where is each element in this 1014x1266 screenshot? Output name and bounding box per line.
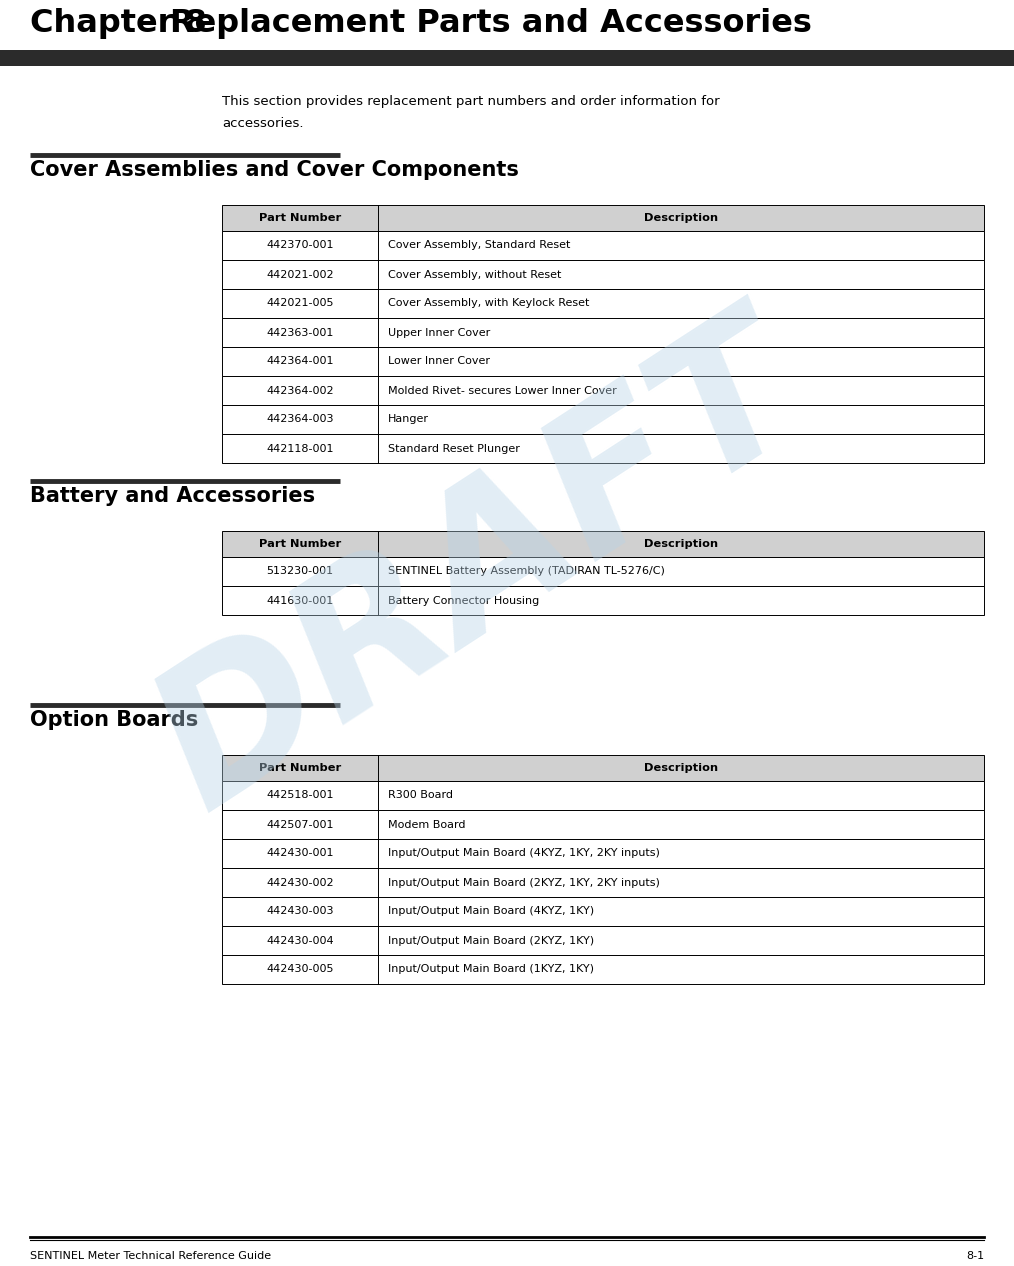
Text: SENTINEL Meter Technical Reference Guide: SENTINEL Meter Technical Reference Guide (30, 1251, 271, 1261)
Text: R300 Board: R300 Board (388, 790, 453, 800)
Bar (222, 868, 984, 898)
Text: Hanger: Hanger (388, 414, 429, 424)
Text: Cover Assembly, without Reset: Cover Assembly, without Reset (388, 270, 562, 280)
Bar (222, 205, 984, 230)
Text: Description: Description (644, 213, 718, 223)
Text: Input/Output Main Board (2KYZ, 1KY, 2KY inputs): Input/Output Main Board (2KYZ, 1KY, 2KY … (388, 877, 660, 887)
Text: 442507-001: 442507-001 (267, 819, 334, 829)
Text: Part Number: Part Number (259, 213, 342, 223)
Text: 442363-001: 442363-001 (267, 328, 334, 338)
Text: 442021-005: 442021-005 (267, 299, 334, 309)
Bar (222, 289, 984, 318)
Text: 442021-002: 442021-002 (267, 270, 334, 280)
Text: Replacement Parts and Accessories: Replacement Parts and Accessories (170, 8, 812, 39)
Text: Battery and Accessories: Battery and Accessories (30, 486, 315, 506)
Text: 442430-002: 442430-002 (267, 877, 334, 887)
Text: Battery Connector Housing: Battery Connector Housing (388, 595, 539, 605)
Text: This section provides replacement part numbers and order information for: This section provides replacement part n… (222, 95, 720, 108)
Bar (222, 955, 984, 984)
Text: Input/Output Main Board (1KYZ, 1KY): Input/Output Main Board (1KYZ, 1KY) (388, 965, 594, 975)
Text: Molded Rivet- secures Lower Inner Cover: Molded Rivet- secures Lower Inner Cover (388, 386, 617, 395)
Bar (222, 898, 984, 925)
Text: Standard Reset Plunger: Standard Reset Plunger (388, 443, 520, 453)
Text: Description: Description (644, 763, 718, 774)
Bar (222, 839, 984, 868)
Text: SENTINEL Battery Assembly (TADIRAN TL-5276/C): SENTINEL Battery Assembly (TADIRAN TL-52… (388, 566, 665, 576)
Text: Input/Output Main Board (4KYZ, 1KY, 2KY inputs): Input/Output Main Board (4KYZ, 1KY, 2KY … (388, 848, 660, 858)
Text: Chapter 8: Chapter 8 (30, 8, 207, 39)
Bar (222, 318, 984, 347)
Bar (222, 586, 984, 615)
Text: Option Boards: Option Boards (30, 710, 199, 730)
Text: Description: Description (644, 539, 718, 549)
Text: 442430-003: 442430-003 (267, 906, 334, 917)
Bar (222, 781, 984, 810)
Bar (222, 347, 984, 376)
Text: 442430-005: 442430-005 (267, 965, 334, 975)
Text: 442364-001: 442364-001 (267, 357, 334, 366)
Text: Part Number: Part Number (259, 763, 342, 774)
Bar (222, 530, 984, 557)
Text: Cover Assembly, with Keylock Reset: Cover Assembly, with Keylock Reset (388, 299, 589, 309)
Text: accessories.: accessories. (222, 116, 303, 130)
Bar (222, 755, 984, 781)
Text: Lower Inner Cover: Lower Inner Cover (388, 357, 490, 366)
Bar (222, 230, 984, 260)
Bar (222, 376, 984, 405)
Text: Upper Inner Cover: Upper Inner Cover (388, 328, 491, 338)
Text: 442364-002: 442364-002 (267, 386, 334, 395)
Bar (222, 260, 984, 289)
Text: Modem Board: Modem Board (388, 819, 465, 829)
Bar (222, 925, 984, 955)
Text: 513230-001: 513230-001 (267, 566, 334, 576)
Bar (222, 810, 984, 839)
Text: Part Number: Part Number (259, 539, 342, 549)
Text: 442430-001: 442430-001 (267, 848, 334, 858)
Bar (222, 557, 984, 586)
Bar (222, 434, 984, 463)
Bar (222, 405, 984, 434)
Text: 8-1: 8-1 (966, 1251, 984, 1261)
Text: 442430-004: 442430-004 (267, 936, 334, 946)
Text: Cover Assembly, Standard Reset: Cover Assembly, Standard Reset (388, 241, 571, 251)
Text: Input/Output Main Board (2KYZ, 1KY): Input/Output Main Board (2KYZ, 1KY) (388, 936, 594, 946)
Text: 442370-001: 442370-001 (267, 241, 334, 251)
Text: 442518-001: 442518-001 (267, 790, 334, 800)
Text: 442364-003: 442364-003 (267, 414, 334, 424)
Text: Cover Assemblies and Cover Components: Cover Assemblies and Cover Components (30, 160, 519, 180)
Bar (0, 49, 1014, 66)
Text: DRAFT: DRAFT (124, 294, 837, 847)
Text: 441630-001: 441630-001 (267, 595, 334, 605)
Text: 442118-001: 442118-001 (267, 443, 334, 453)
Text: Input/Output Main Board (4KYZ, 1KY): Input/Output Main Board (4KYZ, 1KY) (388, 906, 594, 917)
